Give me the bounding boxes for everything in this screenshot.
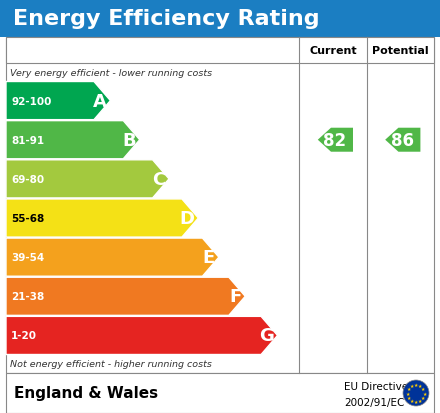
- Text: ★: ★: [410, 383, 414, 388]
- Text: ★: ★: [421, 386, 425, 392]
- Text: Very energy efficient - lower running costs: Very energy efficient - lower running co…: [10, 68, 212, 77]
- Text: ★: ★: [407, 395, 411, 400]
- Bar: [6, 38, 434, 64]
- Text: England & Wales: England & Wales: [14, 386, 158, 401]
- Text: 39-54: 39-54: [11, 252, 44, 263]
- Polygon shape: [6, 160, 169, 199]
- Text: 82: 82: [323, 131, 347, 150]
- Text: B: B: [122, 131, 136, 150]
- Polygon shape: [6, 278, 245, 316]
- Polygon shape: [318, 128, 353, 152]
- Text: 55-68: 55-68: [11, 214, 44, 223]
- Text: ★: ★: [410, 398, 414, 403]
- Text: ★: ★: [414, 399, 418, 404]
- Text: ★: ★: [405, 391, 410, 396]
- Bar: [0, 0, 440, 38]
- Polygon shape: [6, 82, 110, 120]
- Text: Current: Current: [309, 46, 357, 56]
- Text: A: A: [92, 93, 106, 110]
- Bar: [6, 373, 434, 413]
- Text: G: G: [259, 327, 274, 344]
- Text: ★: ★: [418, 398, 422, 403]
- Text: C: C: [152, 171, 165, 188]
- Text: EU Directive: EU Directive: [344, 381, 408, 391]
- Text: 81-91: 81-91: [11, 135, 44, 145]
- Text: ★: ★: [407, 386, 411, 392]
- Text: 1-20: 1-20: [11, 331, 37, 341]
- Polygon shape: [6, 317, 278, 355]
- Text: ★: ★: [422, 391, 427, 396]
- Text: Not energy efficient - higher running costs: Not energy efficient - higher running co…: [10, 360, 212, 369]
- Text: 2002/91/EC: 2002/91/EC: [344, 397, 404, 407]
- Text: 86: 86: [391, 131, 414, 150]
- Text: ★: ★: [418, 383, 422, 388]
- Text: 21-38: 21-38: [11, 292, 44, 301]
- Text: 69-80: 69-80: [11, 174, 44, 185]
- Text: E: E: [203, 249, 215, 266]
- Text: ★: ★: [414, 382, 418, 387]
- Polygon shape: [385, 128, 420, 152]
- Bar: [6, 38, 434, 373]
- Text: 92-100: 92-100: [11, 96, 51, 106]
- Polygon shape: [6, 121, 140, 159]
- Text: Potential: Potential: [372, 46, 429, 56]
- Text: ★: ★: [421, 395, 425, 400]
- Polygon shape: [6, 199, 198, 237]
- Circle shape: [403, 380, 429, 406]
- Text: Energy Efficiency Rating: Energy Efficiency Rating: [13, 9, 320, 29]
- Polygon shape: [6, 238, 219, 277]
- Text: F: F: [229, 287, 241, 306]
- Text: D: D: [180, 209, 194, 228]
